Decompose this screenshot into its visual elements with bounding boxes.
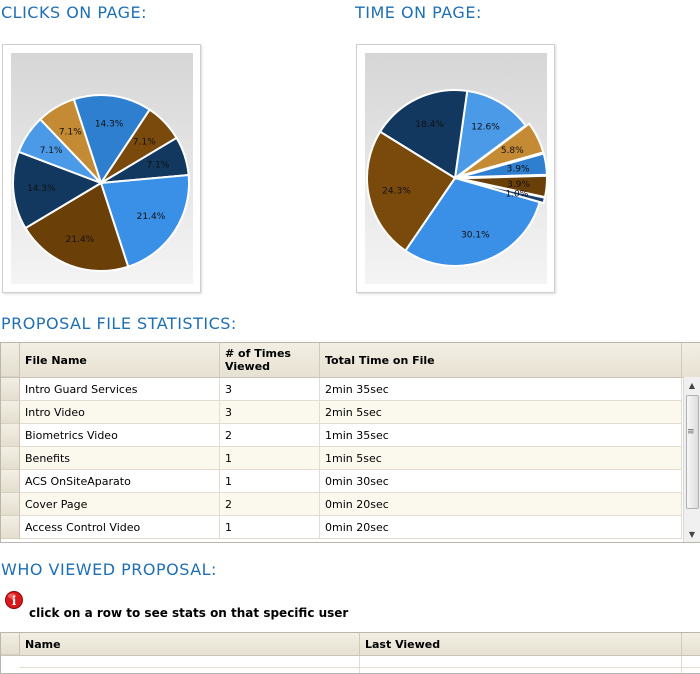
col-times-viewed[interactable]: # of Times Viewed bbox=[220, 343, 320, 377]
file-row[interactable]: ACS OnSiteAparato 1 0min 30sec bbox=[20, 470, 682, 493]
scroll-grip-icon: ≡ bbox=[687, 427, 695, 437]
col-file-name[interactable]: File Name bbox=[20, 343, 220, 377]
clicks-slice-label: 21.4% bbox=[66, 235, 95, 245]
file-name-cell: Biometrics Video bbox=[20, 424, 220, 446]
clicks-slice bbox=[38, 98, 102, 184]
time-slice-label: 5.8% bbox=[501, 146, 524, 156]
total-time-cell: 1min 5sec bbox=[320, 447, 682, 469]
file-stats-grid: File Name # of Times Viewed Total Time o… bbox=[0, 342, 700, 543]
header-row-selector bbox=[1, 343, 20, 377]
file-name-cell: Benefits bbox=[20, 447, 220, 469]
clicks-slice-label: 14.3% bbox=[27, 184, 56, 194]
file-name-cell: Access Control Video bbox=[20, 516, 220, 538]
file-row[interactable]: Intro Video 3 2min 5sec bbox=[20, 401, 682, 424]
clicks-slice-label: 7.1% bbox=[146, 161, 169, 171]
time-slice-label: 18.4% bbox=[415, 120, 444, 130]
file-row[interactable]: Cover Page 2 0min 20sec bbox=[20, 493, 682, 516]
time-slice-label: 24.3% bbox=[382, 186, 411, 196]
times-viewed-cell: 3 bbox=[220, 378, 320, 400]
row-selector[interactable] bbox=[1, 447, 20, 470]
viewers-grid: Name Last Viewed bbox=[0, 632, 700, 674]
scroll-up-icon[interactable]: ▲ bbox=[688, 380, 696, 390]
file-row[interactable]: Biometrics Video 2 1min 35sec bbox=[20, 424, 682, 447]
viewers-header-selector bbox=[1, 633, 20, 655]
clicks-slice-label: 7.1% bbox=[133, 138, 156, 148]
time-slice bbox=[366, 130, 457, 253]
row-selector[interactable] bbox=[1, 378, 20, 401]
file-row[interactable]: Benefits 1 1min 5sec bbox=[20, 447, 682, 470]
file-name-cell: Intro Video bbox=[20, 401, 220, 423]
time-slice-label: 12.6% bbox=[471, 123, 500, 133]
row-selector[interactable] bbox=[1, 401, 20, 424]
total-time-cell: 2min 5sec bbox=[320, 401, 682, 423]
file-stats-scrollbar[interactable]: ▲ ≡ ▼ bbox=[683, 377, 700, 542]
scroll-down-icon[interactable]: ▼ bbox=[688, 529, 696, 539]
viewers-heading: WHO VIEWED PROPOSAL: bbox=[1, 560, 217, 579]
clicks-slice-label: 7.1% bbox=[40, 146, 63, 156]
clicks-slice-label: 7.1% bbox=[59, 128, 82, 138]
row-selector[interactable] bbox=[1, 516, 20, 539]
time-slice bbox=[404, 176, 541, 267]
times-viewed-cell: 1 bbox=[220, 447, 320, 469]
file-name-cell: Cover Page bbox=[20, 493, 220, 515]
file-stats-heading: PROPOSAL FILE STATISTICS: bbox=[1, 314, 237, 333]
scroll-thumb[interactable] bbox=[686, 395, 699, 509]
time-slice-label: 1.0% bbox=[505, 190, 528, 200]
total-time-cell: 0min 20sec bbox=[320, 516, 682, 538]
clicks-heading: CLICKS ON PAGE: bbox=[1, 3, 148, 22]
time-slice-label: 3.9% bbox=[507, 180, 530, 190]
time-slice-label: 30.1% bbox=[461, 230, 490, 240]
clicks-slice bbox=[24, 181, 130, 272]
viewers-header: Name Last Viewed bbox=[1, 633, 700, 656]
times-viewed-cell: 1 bbox=[220, 516, 320, 538]
clicks-slice bbox=[12, 150, 104, 230]
info-icon: i bbox=[5, 591, 23, 609]
time-slice bbox=[453, 89, 528, 181]
clicks-pie-chart: 14.3% 7.1% 7.1% 21.4% 21.4% 14.3% 7.1% 7.1% bbox=[11, 53, 193, 284]
time-slice bbox=[378, 89, 469, 180]
viewer-date-cell bbox=[360, 656, 682, 673]
viewer-name-cell bbox=[20, 656, 360, 673]
clicks-slice-label: 14.3% bbox=[95, 120, 124, 130]
times-viewed-cell: 2 bbox=[220, 493, 320, 515]
file-stats-header: File Name # of Times Viewed Total Time o… bbox=[1, 343, 700, 378]
svg-text:i: i bbox=[12, 594, 17, 608]
file-row[interactable]: Access Control Video 1 0min 20sec bbox=[20, 516, 682, 539]
clicks-chart-frame: 14.3% 7.1% 7.1% 21.4% 21.4% 14.3% 7.1% 7.1% bbox=[2, 44, 201, 293]
viewers-partial-row[interactable] bbox=[20, 656, 700, 673]
row-selector[interactable] bbox=[1, 424, 20, 447]
clicks-slice bbox=[99, 173, 190, 268]
row-selector[interactable] bbox=[1, 470, 20, 493]
total-time-cell: 0min 20sec bbox=[320, 493, 682, 515]
col-total-time[interactable]: Total Time on File bbox=[320, 343, 682, 377]
times-viewed-cell: 2 bbox=[220, 424, 320, 446]
time-slice-label: 3.9% bbox=[507, 164, 530, 174]
file-name-cell: ACS OnSiteAparato bbox=[20, 470, 220, 492]
times-viewed-cell: 3 bbox=[220, 401, 320, 423]
clicks-slice bbox=[72, 94, 152, 186]
file-name-cell: Intro Guard Services bbox=[20, 378, 220, 400]
time-heading: TIME ON PAGE: bbox=[355, 3, 482, 22]
total-time-cell: 2min 35sec bbox=[320, 378, 682, 400]
viewers-hint: click on a row to see stats on that spec… bbox=[29, 606, 349, 620]
total-time-cell: 1min 35sec bbox=[320, 424, 682, 446]
time-slice bbox=[457, 122, 545, 178]
file-row[interactable]: Intro Guard Services 3 2min 35sec bbox=[20, 378, 682, 401]
col-last-viewed[interactable]: Last Viewed bbox=[360, 633, 682, 655]
col-name[interactable]: Name bbox=[20, 633, 360, 655]
time-pie-chart: 12.6%5.8%3.9%3.9%1.0%30.1%24.3%18.4% bbox=[365, 53, 547, 284]
time-chart-frame: 12.6% 5.8% 3.9% 3.9% 1.0% 30.1% 24.3% 18.4% bbox=[356, 44, 555, 293]
clicks-slice-label: 21.4% bbox=[137, 212, 166, 222]
total-time-cell: 0min 30sec bbox=[320, 470, 682, 492]
row-selector[interactable] bbox=[1, 493, 20, 516]
times-viewed-cell: 1 bbox=[220, 470, 320, 492]
